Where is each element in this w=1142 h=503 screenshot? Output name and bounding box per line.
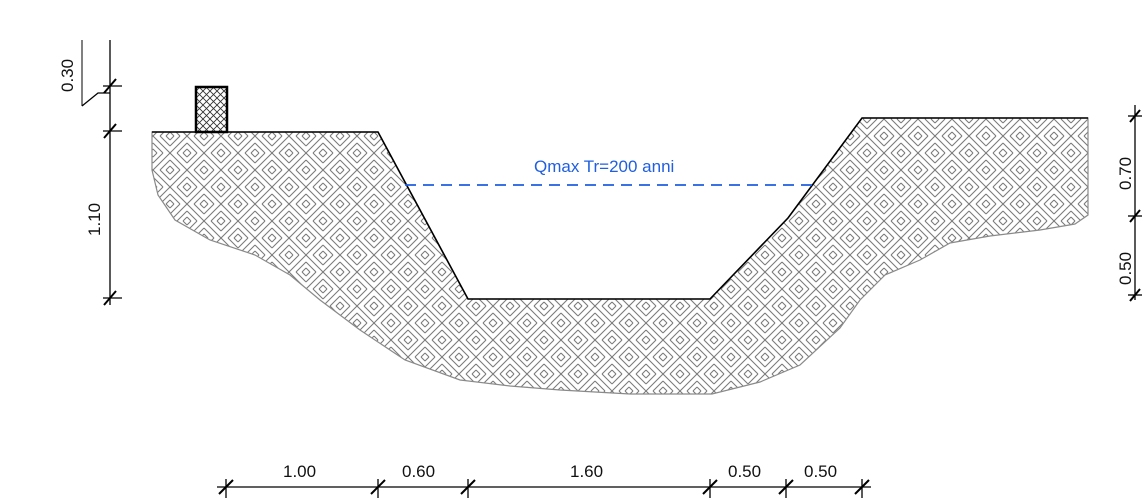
bottom-dimension-chain xyxy=(217,479,871,498)
dim-bottom-4: 0.50 xyxy=(728,462,761,481)
dim-left-parapet: 0.30 xyxy=(58,59,77,92)
dim-bottom-1: 1.00 xyxy=(283,462,316,481)
dim-right-upper: 0.70 xyxy=(1116,157,1135,190)
dim-bottom-2: 0.60 xyxy=(402,462,435,481)
channel-profile-line xyxy=(152,117,1088,300)
parapet-block xyxy=(194,85,229,134)
dim-right-lower: 0.50 xyxy=(1116,252,1135,285)
right-dimension-chain xyxy=(1128,105,1142,302)
dim-bottom-3: 1.60 xyxy=(570,462,603,481)
dim-left-height: 1.10 xyxy=(85,203,104,236)
left-dimension-chain xyxy=(81,40,122,306)
water-level-label: Qmax Tr=200 anni xyxy=(534,157,674,176)
dim-bottom-5: 0.50 xyxy=(804,462,837,481)
